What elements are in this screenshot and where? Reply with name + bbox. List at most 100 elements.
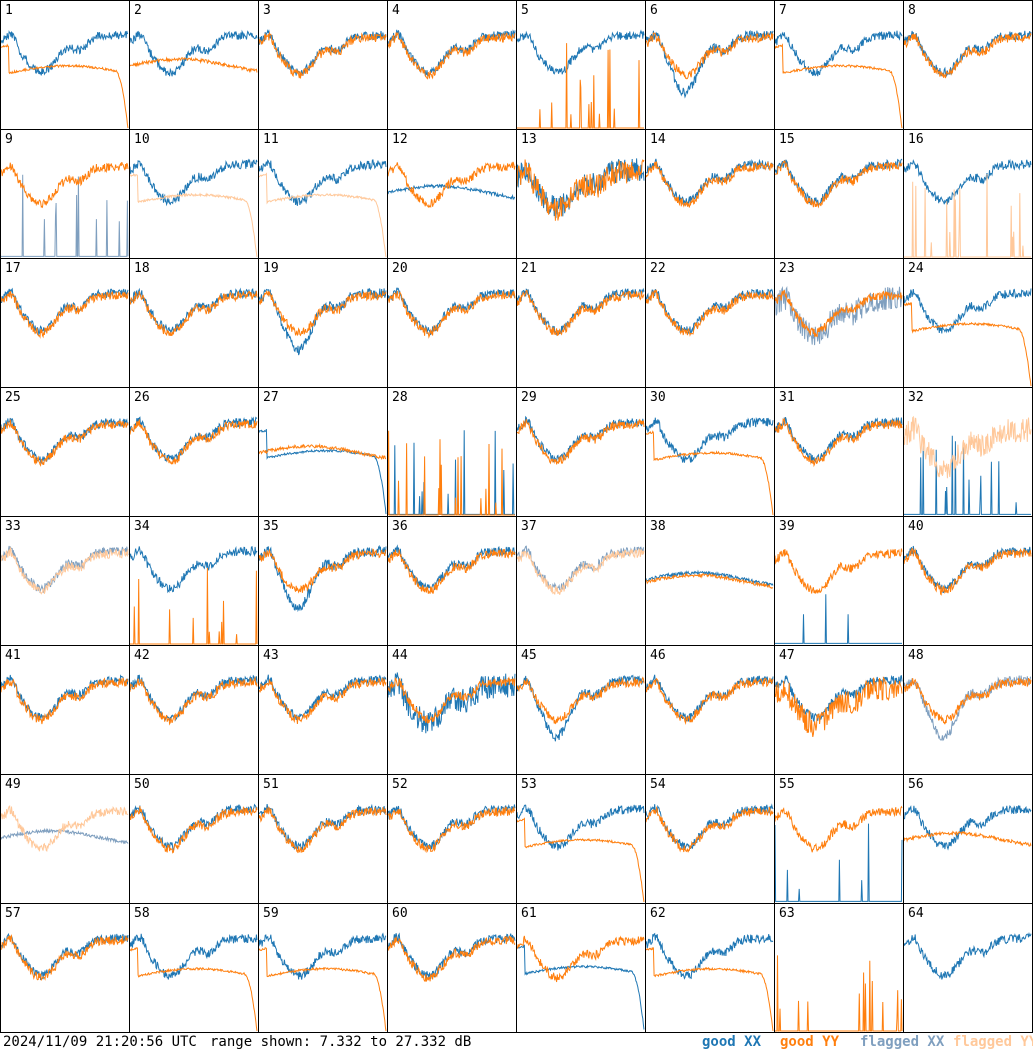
panel-40-label: 40 bbox=[908, 519, 924, 534]
panel-37-border bbox=[516, 516, 646, 646]
panel-50-yy-trace bbox=[129, 806, 258, 854]
legend-flagged-yy: flagged YY bbox=[953, 1034, 1033, 1050]
panel-24-xx-trace bbox=[903, 288, 1032, 334]
panel-49-yy-trace bbox=[0, 805, 129, 852]
panel-45-xx-trace bbox=[516, 674, 645, 742]
panel-62-yy-trace bbox=[645, 947, 774, 1031]
antenna-panel-43: 43 bbox=[258, 645, 388, 775]
panel-11-yy-trace bbox=[258, 172, 387, 258]
panel-20-label: 20 bbox=[392, 261, 408, 276]
panel-19-yy-trace bbox=[258, 289, 387, 337]
panel-41-yy-trace bbox=[0, 677, 129, 725]
panel-27-xx-trace bbox=[258, 428, 387, 515]
panel-2-label: 2 bbox=[134, 3, 142, 18]
antenna-panel-29: 29 bbox=[516, 387, 646, 517]
antenna-panel-56: 56 bbox=[903, 774, 1033, 904]
panel-15-border bbox=[774, 129, 904, 259]
panel-54-border bbox=[645, 774, 775, 904]
panel-51-label: 51 bbox=[263, 777, 279, 792]
panel-57-yy-trace bbox=[0, 934, 129, 981]
antenna-panel-12: 12 bbox=[387, 129, 517, 259]
panel-28-label: 28 bbox=[392, 390, 408, 405]
panel-52-border bbox=[387, 774, 517, 904]
antenna-panel-7: 7 bbox=[774, 0, 904, 130]
panel-62-border bbox=[645, 903, 775, 1033]
panel-62-xx-trace bbox=[645, 932, 774, 980]
antenna-panel-10: 10 bbox=[129, 129, 259, 259]
antenna-panel-13: 13 bbox=[516, 129, 646, 259]
panel-50-border bbox=[129, 774, 259, 904]
panel-32-xx-trace bbox=[904, 435, 1031, 515]
panel-13-label: 13 bbox=[521, 132, 537, 147]
panel-32-label: 32 bbox=[908, 390, 924, 405]
antenna-panel-6: 6 bbox=[645, 0, 775, 130]
panel-9-yy-trace bbox=[0, 161, 129, 209]
panel-56-xx-trace bbox=[903, 804, 1032, 851]
panel-61-xx-trace bbox=[516, 944, 645, 1030]
panel-39-yy-trace bbox=[774, 548, 903, 594]
antenna-panel-50: 50 bbox=[129, 774, 259, 904]
panel-33-label: 33 bbox=[5, 519, 21, 534]
panel-45-border bbox=[516, 645, 646, 775]
panel-1-label: 1 bbox=[5, 3, 13, 18]
antenna-panel-47: 47 bbox=[774, 645, 904, 775]
panel-11-border bbox=[258, 129, 388, 259]
panel-16-xx-trace bbox=[903, 158, 1032, 205]
legend-good-yy: good YY bbox=[780, 1034, 840, 1050]
antenna-panel-38: 38 bbox=[645, 516, 775, 646]
panel-7-yy-trace bbox=[774, 43, 903, 129]
panel-17-yy-trace bbox=[0, 290, 129, 339]
antenna-panel-33: 33 bbox=[0, 516, 130, 646]
panel-19-border bbox=[258, 258, 388, 388]
panel-27-yy-trace bbox=[258, 443, 387, 461]
antenna-panel-49: 49 bbox=[0, 774, 130, 904]
panel-52-label: 52 bbox=[392, 777, 408, 792]
panel-24-label: 24 bbox=[908, 261, 924, 276]
panel-50-label: 50 bbox=[134, 777, 150, 792]
antenna-panel-31: 31 bbox=[774, 387, 904, 517]
panel-38-label: 38 bbox=[650, 519, 666, 534]
antenna-panel-20: 20 bbox=[387, 258, 517, 388]
panel-56-border bbox=[903, 774, 1033, 904]
panel-35-border bbox=[258, 516, 388, 646]
panel-47-border bbox=[774, 645, 904, 775]
panel-46-border bbox=[645, 645, 775, 775]
panel-6-yy-trace bbox=[645, 31, 774, 80]
panel-12-yy-trace bbox=[387, 161, 516, 209]
antenna-panel-46: 46 bbox=[645, 645, 775, 775]
panel-42-label: 42 bbox=[134, 648, 150, 663]
panel-64-label: 64 bbox=[908, 906, 924, 921]
antenna-panel-3: 3 bbox=[258, 0, 388, 130]
antenna-panel-17: 17 bbox=[0, 258, 130, 388]
antenna-panel-11: 11 bbox=[258, 129, 388, 259]
panel-13-yy-trace bbox=[516, 159, 645, 221]
panel-55-label: 55 bbox=[779, 777, 795, 792]
panel-44-xx-trace bbox=[387, 672, 516, 734]
panel-38-yy-trace bbox=[645, 572, 774, 589]
panel-35-yy-trace bbox=[258, 548, 387, 594]
panel-33-yy-trace bbox=[0, 546, 129, 595]
antenna-panel-24: 24 bbox=[903, 258, 1033, 388]
panel-53-xx-trace bbox=[516, 804, 645, 851]
footer-bar: 2024/11/09 21:20:56 UTC range shown: 7.3… bbox=[0, 1032, 1033, 1053]
panel-36-label: 36 bbox=[392, 519, 408, 534]
panel-51-border bbox=[258, 774, 388, 904]
panel-14-label: 14 bbox=[650, 132, 666, 147]
antenna-panel-2: 2 bbox=[129, 0, 259, 130]
antenna-panel-8: 8 bbox=[903, 0, 1033, 130]
panel-26-label: 26 bbox=[134, 390, 150, 405]
panel-19-label: 19 bbox=[263, 261, 279, 276]
timestamp: 2024/11/09 21:20:56 UTC bbox=[3, 1034, 197, 1050]
range-text: range shown: 7.332 to 27.332 dB bbox=[210, 1034, 472, 1050]
panel-2-xx-trace bbox=[129, 29, 258, 77]
panel-47-label: 47 bbox=[779, 648, 795, 663]
antenna-panel-9: 9 bbox=[0, 129, 130, 259]
antenna-panel-25: 25 bbox=[0, 387, 130, 517]
antenna-panel-44: 44 bbox=[387, 645, 517, 775]
panel-64-xx-trace bbox=[903, 931, 1032, 980]
panel-61-label: 61 bbox=[521, 906, 537, 921]
panel-59-xx-trace bbox=[258, 932, 387, 980]
panel-34-border bbox=[129, 516, 259, 646]
panel-45-yy-trace bbox=[516, 676, 645, 725]
panel-3-yy-trace bbox=[258, 31, 387, 79]
